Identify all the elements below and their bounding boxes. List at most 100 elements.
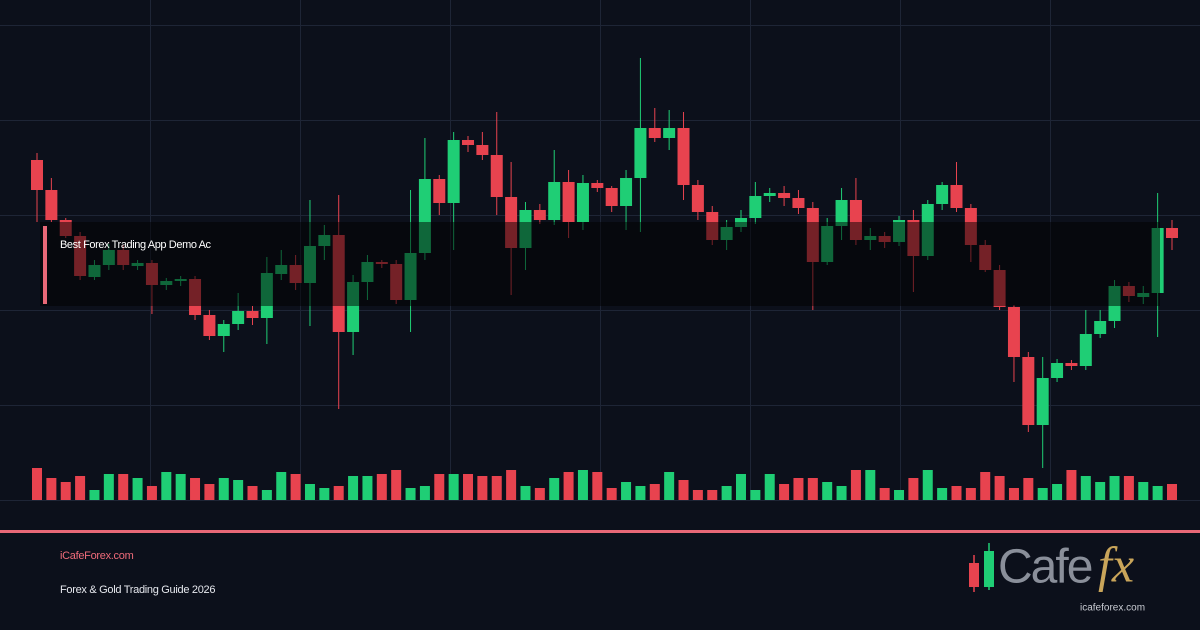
volume-bar — [664, 472, 675, 500]
volume-bar — [32, 468, 42, 500]
candle-body — [1051, 363, 1064, 378]
candle-body — [691, 185, 704, 212]
volume-bar — [204, 484, 215, 500]
volume-bar — [434, 474, 445, 500]
volume-bar — [606, 488, 617, 500]
volume-bar — [1152, 486, 1163, 500]
volume-bar — [376, 474, 387, 500]
volume-bar — [994, 476, 1005, 500]
volume-bar — [233, 480, 244, 500]
volume-bar — [333, 486, 344, 500]
volume-bar — [635, 486, 646, 500]
volume-bar — [764, 474, 775, 500]
candle-body — [634, 128, 647, 178]
volume-bar — [247, 486, 258, 500]
candle-body — [45, 190, 58, 220]
volume-bar — [980, 472, 991, 500]
volume-bar — [132, 478, 143, 500]
candle-body — [591, 183, 604, 188]
candle-body — [1079, 334, 1092, 366]
logo-url: icafeforex.com — [1080, 603, 1145, 614]
volume-bar — [391, 470, 402, 500]
volume-bar — [836, 486, 847, 500]
candle-body — [605, 188, 618, 206]
volume-bar — [721, 486, 732, 500]
volume-bar — [1123, 476, 1134, 500]
volume-bar — [1095, 482, 1106, 500]
candle-body — [476, 145, 489, 155]
caption-accent — [43, 226, 47, 304]
caption-backdrop — [40, 222, 1160, 306]
candle-body — [763, 193, 776, 196]
candle-body — [1022, 357, 1035, 425]
volume-bar — [175, 474, 186, 500]
candle-body — [1094, 321, 1107, 334]
volume-bar — [807, 478, 818, 500]
candle-body — [1036, 378, 1049, 425]
candle-body — [677, 128, 690, 185]
volume-bar — [563, 472, 574, 500]
logo-candle — [984, 551, 994, 587]
volume-bar — [1052, 484, 1063, 500]
candle-body — [936, 185, 949, 204]
volume-bar — [1008, 488, 1019, 500]
volume-bar — [290, 474, 301, 500]
volume-bar — [190, 478, 201, 500]
volume-bar — [865, 470, 876, 500]
volume-bar — [965, 488, 976, 500]
candle-body — [246, 311, 259, 318]
volume-bar — [463, 474, 474, 500]
volume-bar — [520, 486, 531, 500]
volume-bar — [261, 490, 272, 500]
volume-bar — [419, 486, 430, 500]
volume-bar — [850, 470, 861, 500]
volume-bar — [319, 488, 330, 500]
volume-bar — [1138, 482, 1149, 500]
volume-bar — [692, 490, 703, 500]
volume-bar — [1167, 484, 1177, 500]
volume-bar — [621, 482, 632, 500]
volume-bar — [218, 478, 229, 500]
volume-bar — [908, 478, 919, 500]
volume-bar — [549, 478, 560, 500]
volume-bar — [304, 484, 315, 500]
candle-body — [576, 183, 589, 222]
volume-bar — [1037, 488, 1048, 500]
candle-body — [663, 128, 676, 138]
volume-bar — [951, 486, 962, 500]
candle-body — [562, 182, 575, 222]
candle-body — [1007, 307, 1020, 357]
volume-bar — [894, 490, 905, 500]
volume-bar — [60, 482, 71, 500]
volume-bar — [592, 472, 603, 500]
caption: Best Forex Trading App Demo Ac — [60, 239, 212, 251]
volume-bar — [75, 476, 86, 500]
logo-word: Cafe — [998, 541, 1092, 594]
candle-body — [792, 198, 805, 208]
site-name: iCafeForex.com — [60, 550, 134, 562]
volume-bar — [89, 490, 100, 500]
volume-bar — [161, 472, 172, 500]
volume-bar — [750, 490, 761, 500]
volume-bar — [491, 476, 502, 500]
volume-bar — [506, 470, 517, 500]
volume-bar — [362, 476, 373, 500]
volume-bar — [1080, 476, 1091, 500]
candle-body — [447, 140, 460, 203]
volume-bar — [534, 488, 545, 500]
volume-bar — [922, 470, 933, 500]
candle-body — [533, 210, 546, 220]
volume-bar — [707, 490, 718, 500]
candle-body — [203, 315, 216, 336]
volume-bar — [879, 488, 890, 500]
divider — [0, 530, 1200, 533]
candle-body — [217, 324, 230, 336]
volume-bar — [118, 474, 129, 500]
subtitle: Forex & Gold Trading Guide 2026 — [60, 584, 215, 596]
volume-bar — [822, 482, 833, 500]
candle-body — [433, 179, 446, 203]
candle-body — [1065, 363, 1078, 366]
candle-body — [835, 200, 848, 226]
